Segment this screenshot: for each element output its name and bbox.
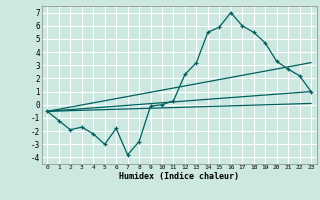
X-axis label: Humidex (Indice chaleur): Humidex (Indice chaleur)	[119, 172, 239, 181]
